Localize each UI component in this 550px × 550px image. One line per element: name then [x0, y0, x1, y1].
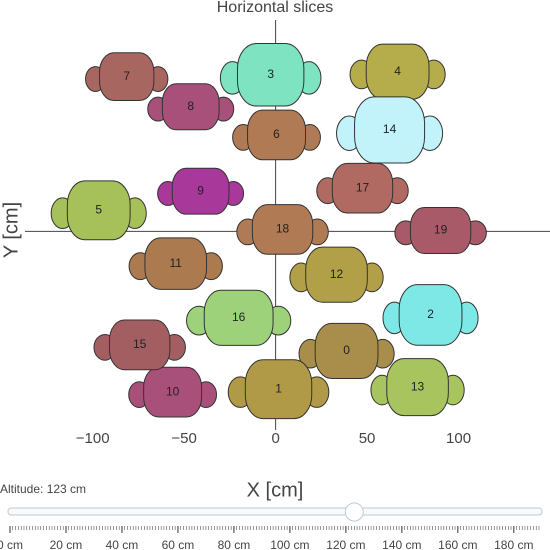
x-tick-label: 100 — [446, 430, 471, 447]
slice — [128, 237, 223, 290]
slider-tick-label: 20 cm — [50, 538, 83, 550]
slider-tick-label: 120 cm — [326, 538, 365, 550]
slice-label: 17 — [356, 180, 370, 194]
slice-body — [398, 284, 463, 346]
slice-body — [99, 52, 155, 102]
slice — [336, 96, 444, 164]
slice-body — [171, 167, 230, 215]
slider-tick-label: 80 cm — [218, 538, 251, 550]
x-tick-label: −100 — [76, 430, 110, 447]
slice — [289, 246, 384, 303]
slice-label: 15 — [133, 337, 147, 351]
slice — [227, 359, 330, 420]
x-tick-label: 50 — [359, 430, 376, 447]
slice-label: 13 — [411, 379, 425, 393]
slider-tick-label: 160 cm — [438, 538, 477, 550]
slice-label: 7 — [123, 69, 130, 83]
slice-body — [143, 366, 203, 418]
slice — [382, 284, 479, 346]
slice-body — [203, 289, 274, 346]
slider-handle[interactable] — [344, 502, 364, 522]
x-tick-label: 0 — [271, 430, 279, 447]
slice — [298, 322, 395, 380]
slice-body — [109, 319, 171, 371]
slider-tick-label: 100 cm — [270, 538, 309, 550]
slice-label: 12 — [330, 267, 344, 281]
slice-label: 6 — [273, 127, 280, 141]
slice-label: 10 — [166, 384, 180, 398]
slice-label: 9 — [197, 183, 204, 197]
slice — [93, 319, 186, 371]
slice-label: 8 — [187, 99, 194, 113]
slider-tick-label: 60 cm — [162, 538, 195, 550]
slice-body — [66, 180, 131, 241]
slice — [85, 52, 169, 102]
slice-body — [247, 109, 306, 161]
slice-label: 1 — [275, 381, 282, 395]
slider-label: Altitude: 123 cm — [0, 482, 86, 496]
slice-body — [314, 322, 379, 380]
slice-label: 5 — [95, 202, 102, 216]
chart-title: Horizontal slices — [217, 0, 333, 16]
slice-label: 19 — [434, 223, 448, 237]
x-tick-label: −50 — [171, 430, 196, 447]
slice-label: 2 — [427, 307, 434, 321]
slice-body — [144, 237, 208, 290]
x-axis-title: X [cm] — [247, 479, 304, 501]
slice — [50, 180, 147, 241]
slice — [147, 83, 235, 131]
slice-label: 3 — [267, 67, 274, 81]
slider-tick-label: 180 cm — [494, 538, 533, 550]
slice — [370, 358, 465, 417]
slice-body — [305, 246, 368, 303]
slice — [186, 289, 292, 346]
y-axis-title: Y [cm] — [0, 202, 22, 258]
slice — [128, 366, 218, 418]
slider-tick-label: 140 cm — [382, 538, 421, 550]
slice-body — [236, 43, 305, 107]
slice-label: 4 — [394, 64, 401, 78]
slice-body — [244, 359, 313, 420]
slice-label: 0 — [343, 343, 350, 357]
slice-body — [251, 204, 314, 255]
slice — [219, 43, 322, 107]
slider-tick-label: 0 cm — [0, 538, 23, 550]
slice-label: 14 — [383, 122, 397, 136]
slice-body — [354, 96, 426, 164]
slice — [157, 167, 245, 215]
slice-label: 18 — [276, 222, 290, 236]
slice — [316, 162, 409, 214]
slice-body — [386, 358, 449, 417]
slice-body — [409, 207, 472, 254]
slider-track — [7, 507, 543, 516]
slice — [232, 109, 321, 161]
slice — [236, 204, 329, 255]
slice — [394, 207, 487, 254]
slice-label: 16 — [232, 310, 246, 324]
slider-tick-label: 40 cm — [106, 538, 139, 550]
slice-body — [161, 83, 220, 131]
slice-body — [331, 162, 394, 214]
slice-label: 11 — [169, 256, 182, 270]
